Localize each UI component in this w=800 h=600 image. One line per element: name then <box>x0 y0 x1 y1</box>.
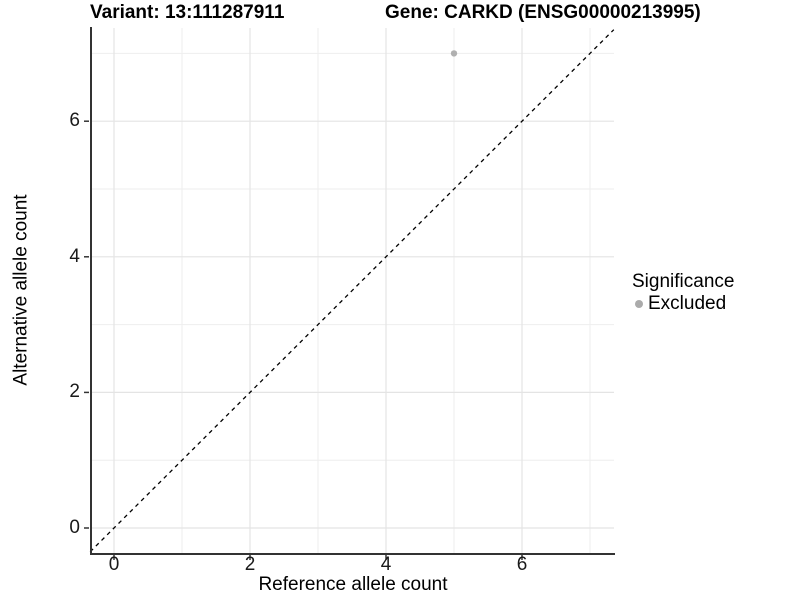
y-tick-label: 6 <box>69 110 80 132</box>
x-tick-label: 2 <box>244 554 256 575</box>
legend-point-icon <box>635 299 643 308</box>
plot-title-gene: Gene: CARKD (ENSG00000213995) <box>385 2 701 23</box>
y-axis-title: Alternative allele count <box>10 194 32 386</box>
plot-title-variant: Variant: 13:111287911 <box>90 2 285 23</box>
legend-title: Significance <box>632 271 735 292</box>
y-tick-label: 0 <box>69 517 80 538</box>
x-tick-label: 0 <box>108 554 120 575</box>
legend: Significance Excluded <box>632 271 734 314</box>
x-tick-label: 6 <box>516 554 528 575</box>
legend-item-label: Excluded <box>648 293 727 314</box>
y-tick-label: 2 <box>69 381 80 403</box>
x-axis-title: Reference allele count <box>258 574 448 595</box>
identity-line <box>89 29 615 553</box>
data-point <box>450 50 458 57</box>
y-tick-label: 4 <box>69 245 80 267</box>
x-tick-label: 4 <box>380 554 392 575</box>
legend-item-excluded: Excluded <box>632 293 734 314</box>
